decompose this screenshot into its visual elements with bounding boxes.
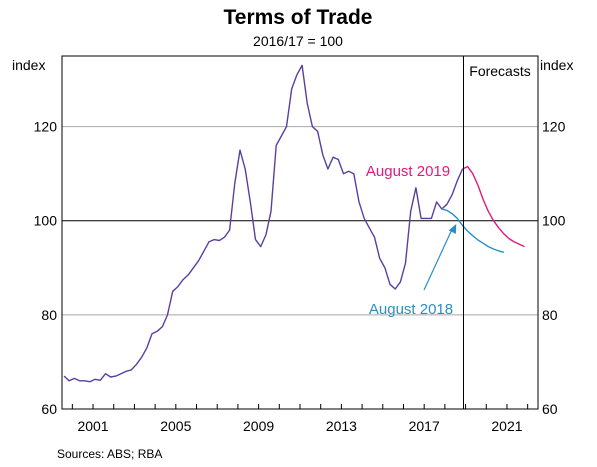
x-tick-2005: 2005: [160, 418, 191, 434]
y-tick-right-120: 120: [542, 119, 566, 135]
x-tick-2001: 2001: [77, 418, 108, 434]
chart-subtitle: 2016/17 = 100: [253, 33, 343, 49]
right-axis-unit: index: [540, 57, 573, 73]
plot-frame: [61, 55, 539, 410]
y-tick-left-60: 60: [41, 401, 57, 417]
series-line-actual: [63, 64, 464, 383]
arrow-shaft: [423, 230, 452, 291]
left-axis-unit: index: [12, 57, 45, 73]
forecasts-label: Forecasts: [469, 63, 530, 79]
sources-note: Sources: ABS; RBA: [57, 447, 162, 461]
chart-title: Terms of Trade: [224, 6, 373, 29]
y-tick-left-120: 120: [34, 119, 58, 135]
label-august-2019: August 2019: [366, 163, 450, 180]
series-group: [63, 64, 525, 383]
y-tick-left-80: 80: [41, 307, 57, 323]
axis-ticks: 60 60 80 80 100 100 120 120 2001 2005 2009 2013 2017…: [34, 119, 566, 434]
gridlines: [62, 126, 538, 316]
arrow-head: [448, 224, 457, 234]
x-tick-2009: 2009: [243, 418, 274, 434]
series-line-august-2019: [462, 165, 525, 248]
label-august-2018: August 2018: [369, 301, 453, 318]
arrow-august-2018: [423, 224, 457, 291]
x-tick-2021: 2021: [491, 418, 522, 434]
series-line-august-2018: [441, 208, 505, 253]
y-tick-right-80: 80: [542, 307, 558, 323]
y-tick-left-100: 100: [34, 213, 58, 229]
y-tick-right-100: 100: [542, 213, 566, 229]
x-tick-2017: 2017: [409, 418, 440, 434]
y-tick-right-60: 60: [542, 401, 558, 417]
x-tick-2013: 2013: [326, 418, 357, 434]
